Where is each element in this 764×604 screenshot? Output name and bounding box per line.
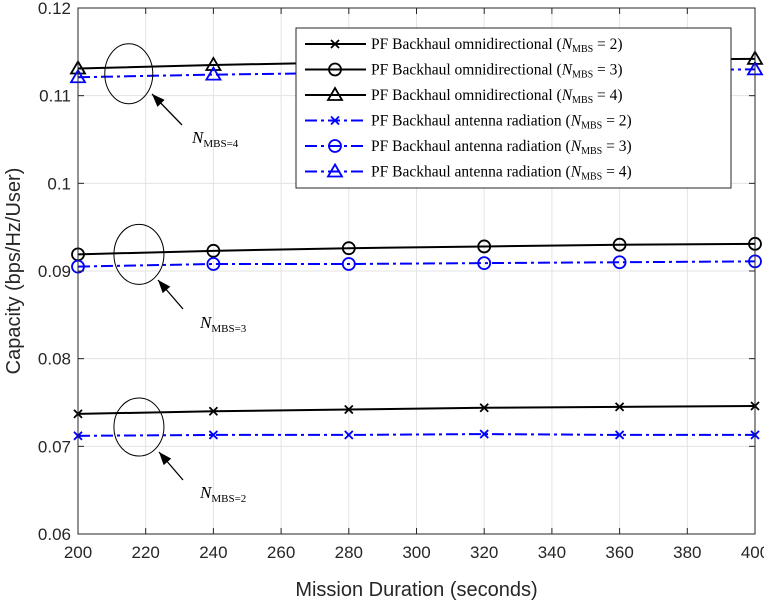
annotation-label: NMBS=2 (199, 483, 246, 505)
series-line (77, 260, 756, 268)
series-line (77, 405, 756, 415)
annotation-arrowhead (159, 452, 172, 466)
x-tick-label: 340 (538, 543, 566, 562)
legend-label: PF Backhaul antenna radiation (NMBS = 4) (371, 164, 632, 183)
x-axis-label: Mission Duration (seconds) (295, 579, 537, 601)
legend-marker (330, 39, 340, 49)
y-tick-label: 0.11 (39, 87, 71, 106)
legend-entry: PF Backhaul omnidirectional (NMBS = 2) (305, 36, 623, 55)
annotation-label: NMBS=3 (199, 313, 247, 335)
data-point-marker (204, 56, 222, 71)
data-point-marker (344, 430, 354, 440)
y-tick-label: 0.1 (47, 174, 71, 193)
data-point-marker (479, 429, 489, 439)
y-tick-label: 0.09 (38, 262, 71, 281)
data-point-marker (206, 243, 221, 258)
data-point-marker (614, 430, 625, 440)
legend-label: PF Backhaul omnidirectional (NMBS = 3) (371, 62, 623, 81)
x-tick-label: 260 (267, 543, 295, 562)
x-tick-label: 280 (335, 543, 363, 562)
x-tick-label: 400 (741, 543, 764, 562)
x-tick-label: 300 (402, 543, 430, 562)
y-tick-label: 0.06 (38, 525, 71, 544)
annotation-1: NMBS=4 (104, 43, 239, 150)
legend-entry: PF Backhaul omnidirectional (NMBS = 3) (305, 62, 623, 81)
x-tick-label: 220 (132, 543, 160, 562)
data-point-marker (614, 402, 625, 412)
data-point-marker (479, 403, 489, 413)
data-point-marker (612, 255, 627, 270)
legend-label: PF Backhaul antenna radiation (NMBS = 2) (371, 113, 632, 132)
legend-label: PF Backhaul omnidirectional (NMBS = 2) (371, 36, 623, 55)
series-2 (71, 236, 762, 262)
annotation-ellipse (113, 223, 165, 285)
annotations: NMBS=4 NMBS=3 NMBS=2 (104, 43, 247, 505)
legend-label: PF Backhaul omnidirectional (NMBS = 4) (371, 87, 623, 106)
data-point-marker (208, 430, 219, 440)
legend-entry: PF Backhaul antenna radiation (NMBS = 4) (305, 162, 632, 183)
x-tick-label: 380 (673, 543, 701, 562)
legend-marker (330, 115, 340, 126)
annotation-ellipse (113, 397, 165, 457)
data-point-marker (208, 406, 219, 416)
legend-label: PF Backhaul antenna radiation (NMBS = 3) (371, 138, 632, 157)
legend-entry: PF Backhaul omnidirectional (NMBS = 4) (305, 86, 623, 106)
x-tick-label: 200 (64, 543, 92, 562)
legend: PF Backhaul omnidirectional (NMBS = 2) PF… (295, 27, 732, 189)
y-tick-label: 0.07 (38, 437, 71, 456)
legend-marker (326, 162, 344, 178)
data-point-marker (204, 65, 222, 81)
y-tick-label: 0.12 (38, 0, 71, 18)
data-point-marker (344, 404, 354, 415)
legend-box (295, 27, 732, 189)
axis-ticks: 200 220 240 260 280 300 320 340 360 380 400 0.06 0.0… (38, 0, 764, 562)
series-4 (73, 429, 760, 441)
series-1 (73, 401, 760, 419)
legend-marker (328, 139, 342, 153)
series-line (77, 242, 756, 256)
annotation-arrowhead (158, 280, 171, 294)
y-axis-label: Capacity (bps/Hz/User) (3, 168, 25, 375)
series-line (77, 433, 755, 437)
x-tick-label: 320 (470, 543, 498, 562)
data-point-marker (206, 257, 221, 271)
data-point-marker (477, 256, 492, 271)
annotation-label: NMBS=4 (191, 128, 239, 150)
annotation-2: NMBS=3 (113, 223, 247, 335)
x-tick-label: 360 (605, 543, 633, 562)
annotation-arrowhead (152, 94, 165, 107)
legend-entry: PF Backhaul antenna radiation (NMBS = 2) (305, 113, 632, 132)
data-point-marker (612, 237, 627, 252)
data-point-marker (341, 257, 356, 271)
annotation-ellipse (104, 43, 154, 105)
legend-entry: PF Backhaul antenna radiation (NMBS = 3) (305, 138, 632, 157)
legend-marker (328, 62, 342, 77)
data-point-marker (341, 241, 356, 256)
data-point-marker (477, 239, 492, 254)
legend-marker (326, 86, 344, 101)
y-tick-label: 0.08 (38, 350, 71, 369)
x-tick-label: 240 (199, 543, 227, 562)
annotation-3: NMBS=2 (113, 397, 246, 505)
